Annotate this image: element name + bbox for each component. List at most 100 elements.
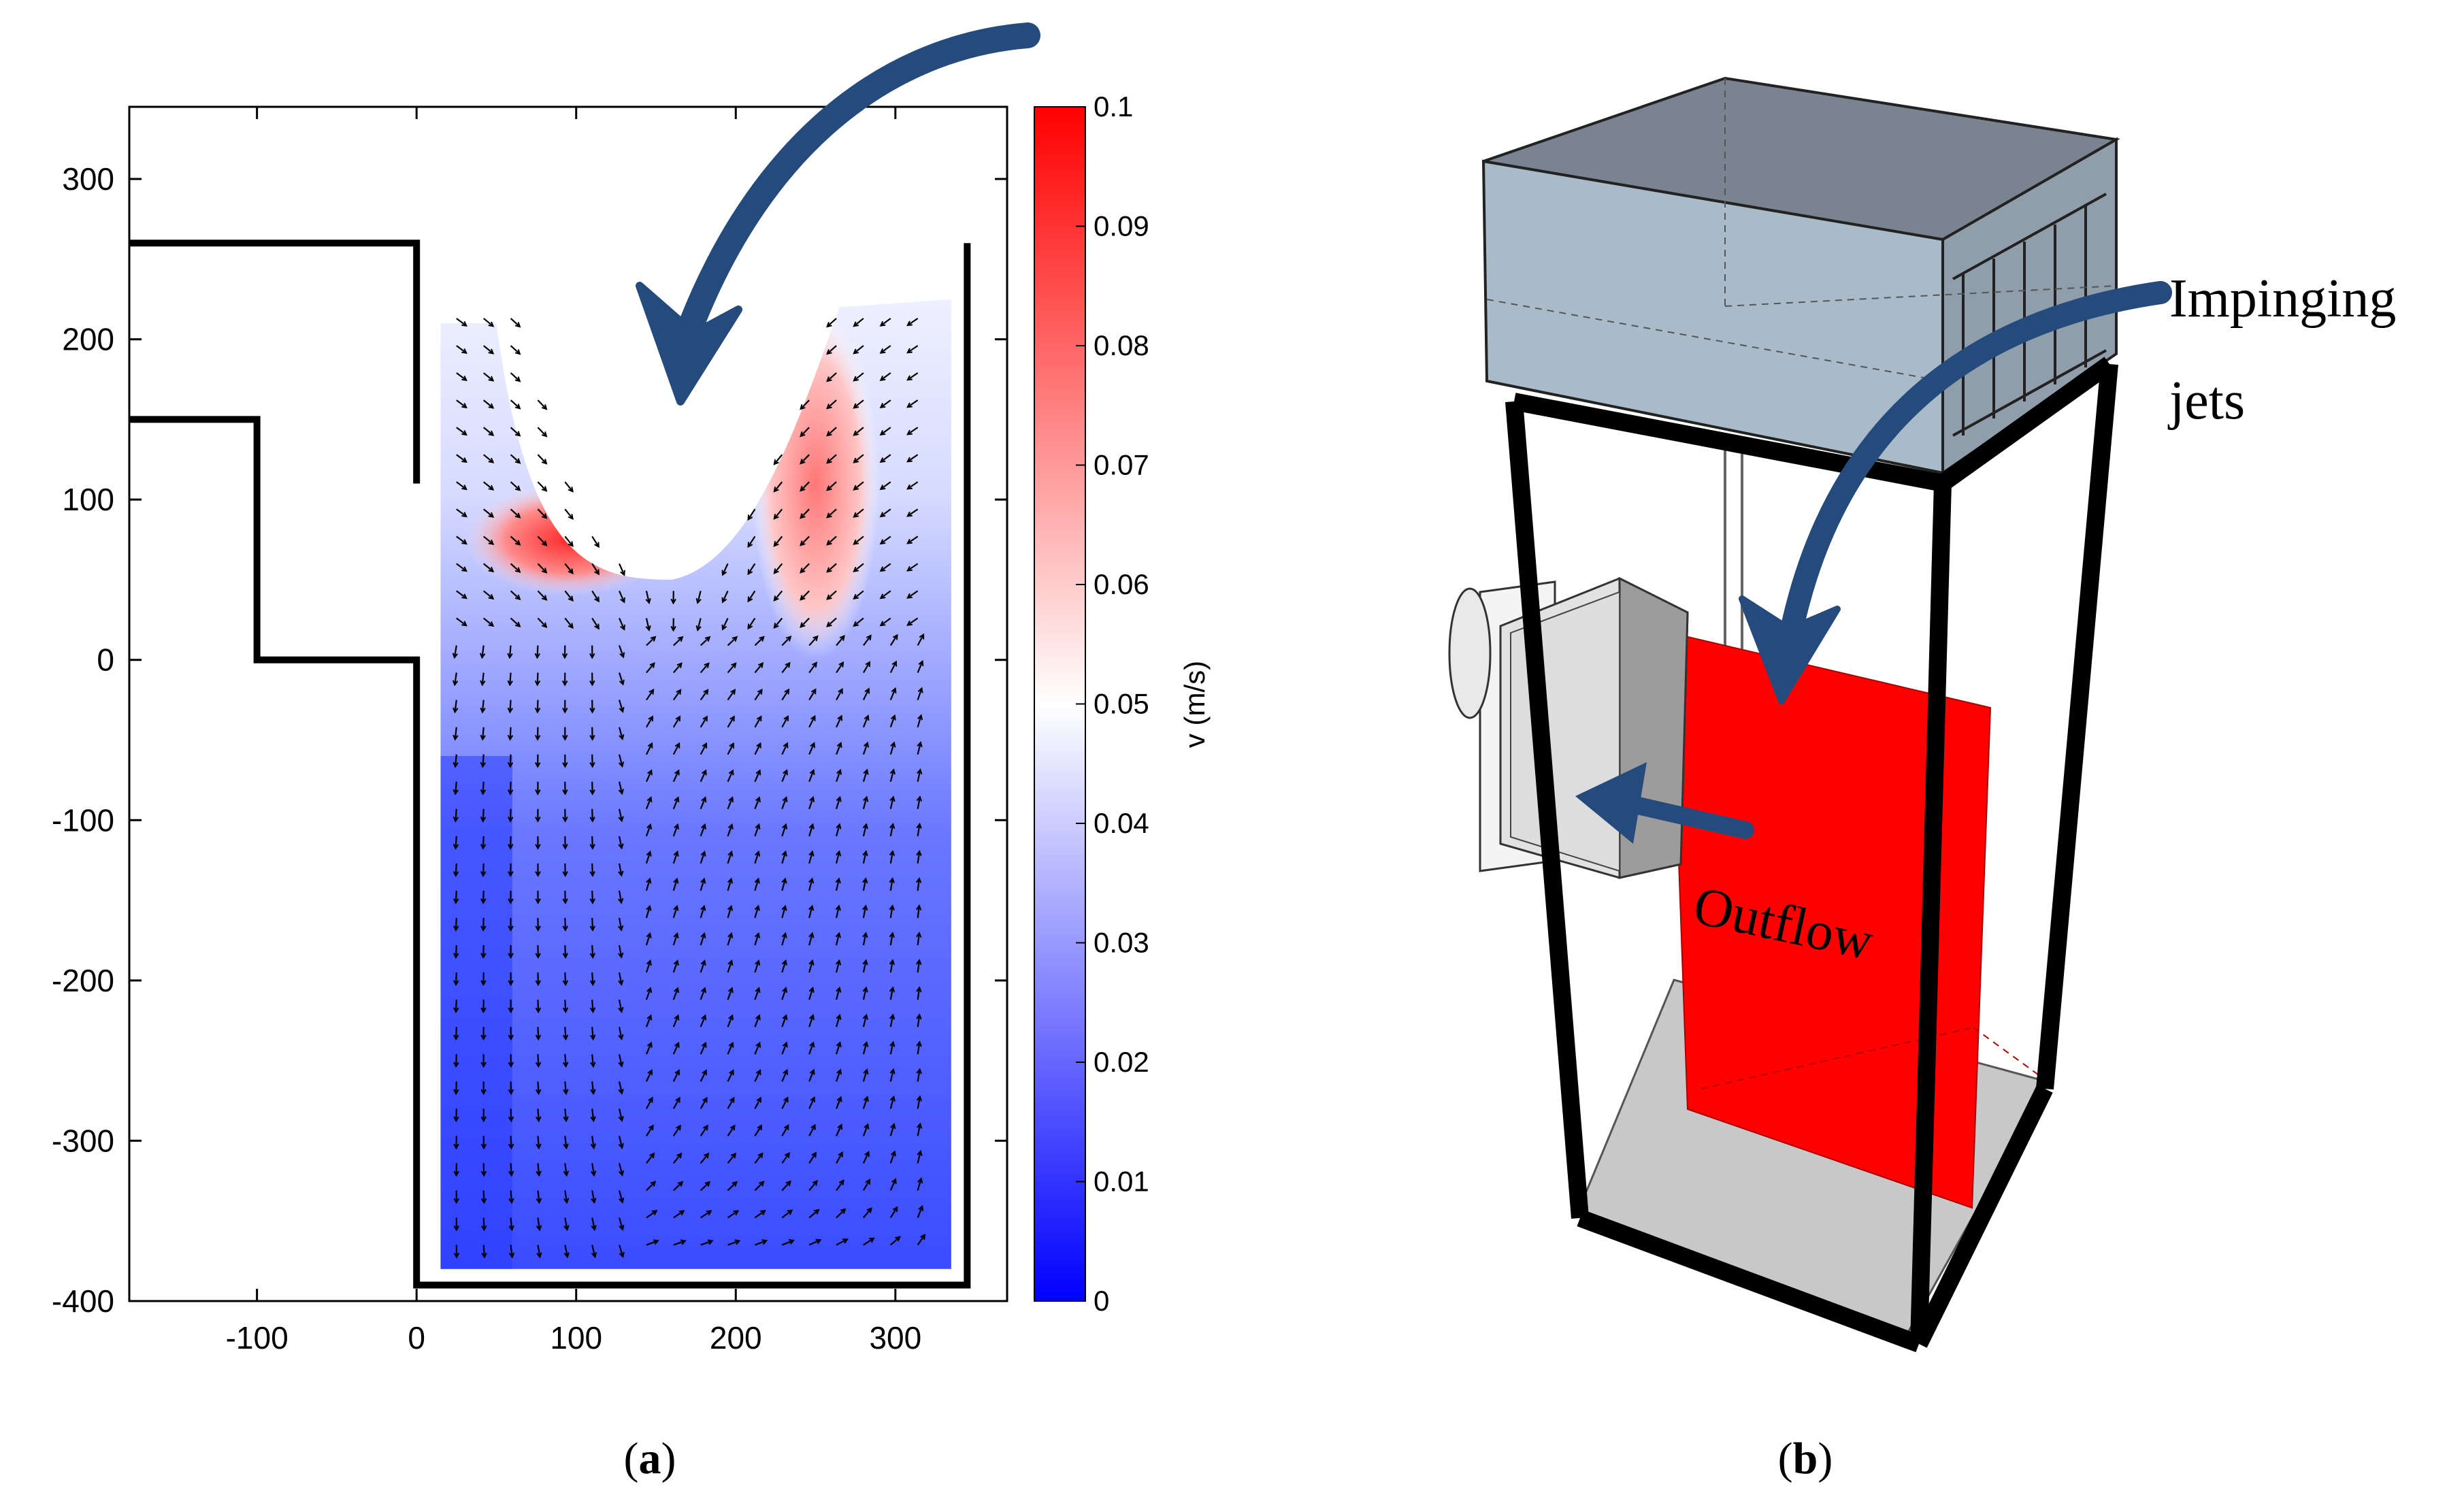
velocity-vector-head — [676, 1124, 681, 1131]
velocity-vector-head — [589, 817, 595, 823]
velocity-vector-head — [863, 1096, 869, 1102]
velocity-vector-head — [618, 1061, 624, 1068]
velocity-vector — [862, 851, 867, 864]
velocity-vector — [700, 663, 710, 674]
velocity-vector — [455, 917, 457, 931]
velocity-vector-head — [618, 816, 624, 823]
velocity-vector-head — [865, 1179, 871, 1185]
velocity-vector — [917, 1069, 921, 1082]
velocity-vector-head — [704, 1181, 711, 1187]
velocity-vector-head — [618, 1170, 625, 1177]
velocity-vector-head — [879, 375, 886, 381]
velocity-vector — [455, 1000, 457, 1013]
velocity-vector-head — [853, 621, 859, 627]
velocity-vector-head — [853, 566, 859, 572]
velocity-vector-head — [757, 1124, 763, 1131]
x-tick-label: -100 — [226, 1320, 289, 1355]
velocity-vector — [700, 1015, 706, 1028]
velocity-vector-head — [480, 1143, 487, 1150]
velocity-vector — [645, 591, 650, 604]
velocity-vector-head — [864, 1123, 870, 1130]
velocity-vector-head — [535, 1034, 542, 1041]
velocity-vector — [889, 823, 894, 837]
velocity-vector-head — [826, 512, 832, 519]
velocity-vector — [591, 1027, 594, 1040]
velocity-vector — [482, 345, 494, 355]
velocity-vector-head — [674, 796, 680, 803]
velocity-vector-head — [704, 1152, 710, 1159]
velocity-vector — [835, 906, 840, 919]
velocity-vector-head — [541, 459, 548, 465]
velocity-vector — [619, 618, 625, 630]
velocity-vector-head — [562, 735, 568, 741]
velocity-vector — [591, 563, 600, 575]
velocity-vector-head — [561, 653, 568, 659]
velocity-vector-head — [594, 542, 600, 548]
velocity-vector-head — [879, 403, 886, 409]
velocity-vector — [619, 563, 625, 576]
velocity-vector-head — [836, 1068, 842, 1075]
tank-wall-line — [129, 243, 971, 1289]
velocity-vector — [700, 770, 707, 783]
velocity-vector — [672, 1153, 682, 1164]
velocity-vector — [618, 1081, 623, 1094]
velocity-vector-head — [702, 715, 708, 722]
velocity-vector-head — [508, 953, 514, 959]
velocity-vector-head — [589, 680, 595, 687]
velocity-vector — [672, 878, 678, 891]
velocity-vector-head — [863, 768, 869, 775]
velocity-vector-head — [541, 622, 548, 628]
velocity-vector — [482, 372, 494, 382]
velocity-vector — [510, 590, 521, 600]
velocity-vector — [700, 824, 706, 837]
velocity-vector-head — [461, 348, 467, 354]
velocity-vector-head — [480, 844, 487, 850]
velocity-vector-head — [906, 402, 913, 408]
velocity-vector — [889, 742, 895, 755]
velocity-vector-head — [755, 1014, 761, 1021]
velocity-vector — [917, 851, 921, 864]
velocity-vector — [889, 960, 893, 973]
velocity-vector-head — [785, 1180, 791, 1187]
velocity-vector — [880, 481, 891, 490]
velocity-vector — [454, 727, 457, 740]
velocity-vector — [853, 481, 864, 491]
velocity-vector-head — [838, 661, 844, 668]
velocity-vector-head — [755, 823, 761, 829]
velocity-vector-head — [721, 597, 727, 604]
colorbar-tick-label: 0.1 — [1094, 91, 1133, 122]
velocity-vector-head — [919, 633, 925, 640]
velocity-vector — [672, 1125, 681, 1136]
velocity-vector — [907, 590, 919, 599]
velocity-vector-head — [651, 1210, 658, 1216]
velocity-vector — [481, 672, 485, 685]
velocity-vector — [917, 933, 921, 946]
velocity-vector-head — [731, 662, 737, 668]
velocity-vector-head — [461, 403, 467, 409]
velocity-vector — [727, 797, 734, 810]
velocity-vector — [754, 1181, 764, 1191]
velocity-vector — [700, 878, 705, 891]
velocity-vector — [917, 1234, 925, 1246]
velocity-vector — [564, 1217, 568, 1230]
velocity-vector — [781, 1015, 787, 1028]
velocity-vector — [672, 933, 678, 946]
velocity-vector-head — [701, 1041, 707, 1048]
velocity-vector — [618, 1217, 624, 1230]
velocity-vector-head — [747, 596, 753, 603]
velocity-vector-head — [800, 459, 806, 465]
velocity-vector-head — [563, 1116, 569, 1123]
velocity-vector-head — [541, 568, 548, 574]
velocity-vector — [727, 689, 736, 701]
velocity-vector — [917, 823, 921, 837]
velocity-vector-head — [590, 1062, 596, 1068]
velocity-vector — [862, 661, 870, 674]
velocity-vector-head — [917, 687, 923, 693]
velocity-vector — [591, 890, 594, 903]
velocity-vector — [672, 960, 678, 973]
velocity-vector-head — [759, 636, 765, 642]
velocity-vector-head — [508, 898, 514, 905]
velocity-vector — [836, 1097, 842, 1109]
velocity-vector — [591, 1108, 595, 1121]
colorbar-tick-label: 0.08 — [1094, 329, 1149, 361]
